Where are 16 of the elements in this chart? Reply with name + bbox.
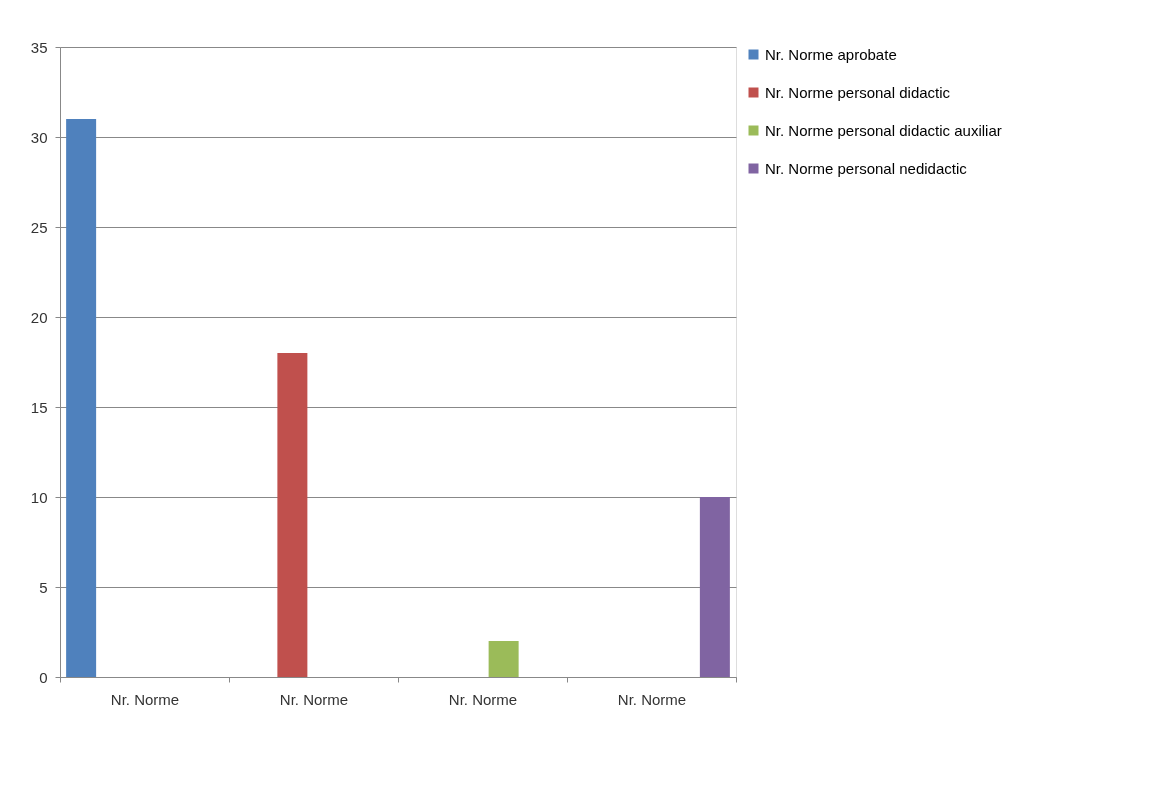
y-tick-label: 0: [39, 668, 48, 686]
legend-label: Nr. Norme personal didactic auxiliar: [765, 121, 1002, 139]
y-tick-label: 10: [30, 488, 48, 506]
x-tick-label: Nr. Norme: [110, 690, 180, 708]
legend-label: Nr. Norme personal didactic: [765, 83, 951, 101]
y-tick-label: 5: [39, 578, 48, 596]
y-tick-label: 25: [30, 218, 48, 236]
x-tick-label: Nr. Norme: [279, 690, 349, 708]
legend-label: Nr. Norme aprobate: [765, 45, 897, 63]
y-tick-label: 15: [30, 398, 48, 416]
x-tick-label: Nr. Norme: [617, 690, 687, 708]
y-tick-label: 20: [30, 308, 48, 326]
y-tick-label: 30: [30, 128, 48, 146]
x-tick-label: Nr. Norme: [448, 690, 518, 708]
y-tick-label: 35: [30, 38, 48, 56]
legend-label: Nr. Norme personal nedidactic: [765, 159, 968, 177]
